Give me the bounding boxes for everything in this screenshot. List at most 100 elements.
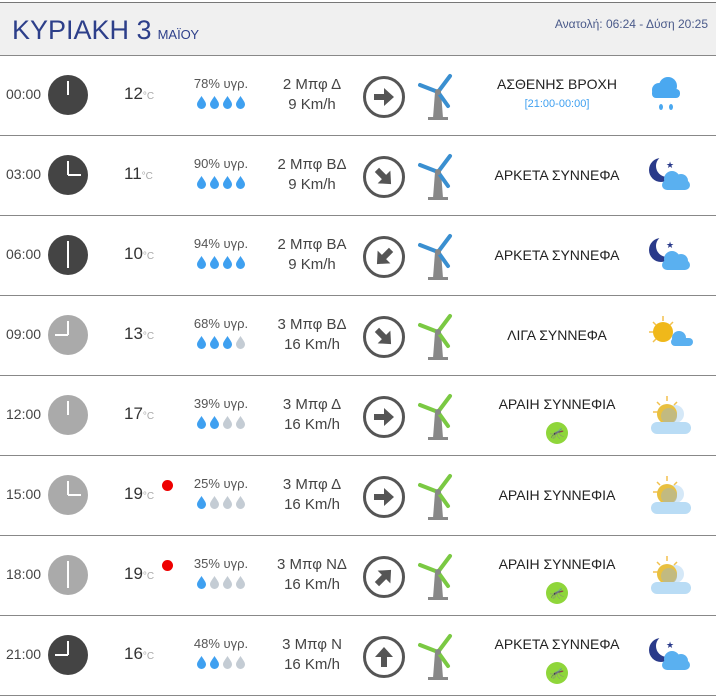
sunrise-sunset: Ανατολή: 06:24 - Δύση 20:25 [554,17,708,31]
time-label: 15:00 [6,486,42,502]
time-label: 09:00 [6,326,42,342]
wind-turbine-icon [418,74,452,120]
time-label: 21:00 [6,646,42,662]
weather-label: ΑΡΚΕΤΑ ΣΥΝΝΕΦΑ [494,247,620,263]
rain-cloud-icon [645,74,685,119]
humidity-drop-icon [210,256,219,269]
wind-direction-arrow-icon [363,396,405,438]
mosquito-icon: 🦟 [546,662,568,684]
humidity: 90% υγρ. [188,156,254,192]
moon-cloud-icon: ★ [645,234,691,279]
humidity-label: 35% υγρ. [193,556,249,571]
humidity-drop-icon [236,96,245,109]
weather-label: ΑΡΚΕΤΑ ΣΥΝΝΕΦΑ [494,636,620,652]
humidity-drop-icon [223,336,232,349]
day-label: ΚΥΡΙΑΚΗ 3 [12,15,152,45]
wind-turbine-icon [418,314,452,360]
humidity-drop-icon [236,416,245,429]
wind-beaufort: 3 Μπφ ΒΔ [277,316,347,333]
forecast-row: 06:00 10°C 94% υγρ. 2 Μπφ ΒΑ 9 Km/h ΑΡΚΕΤ… [0,216,716,296]
humidity-drop-icon [236,496,245,509]
humidity-drop-icon [197,96,206,109]
humidity-drop-icon [197,416,206,429]
wind-info: 3 Μπφ Ν 16 Km/h [268,635,356,675]
humidity: 25% υγρ. [188,476,254,512]
forecast-row: 00:00 12°C 78% υγρ. 2 Μπφ Δ 9 Km/h ΑΣΘΕΝΗ… [0,56,716,136]
wind-beaufort: 3 Μπφ Δ [282,396,342,413]
humidity-drop-icon [236,256,245,269]
time-label: 00:00 [6,86,42,102]
page-title: ΚΥΡΙΑΚΗ 3 ΜΑΪΟΥ [12,15,199,46]
clock-icon [48,555,88,595]
humidity-drop-icon [210,576,219,589]
time-label: 18:00 [6,566,42,582]
forecast-row: 15:00 19°C 25% υγρ. 3 Μπφ Δ 16 Km/h ΑΡΑΙΗ… [0,456,716,536]
weather-label: ΑΣΘΕΝΗΣ ΒΡΟΧΗ [497,76,617,92]
humidity-drop-icon [210,496,219,509]
humidity-drop-icon [210,656,219,669]
weather-label: ΛΙΓΑ ΣΥΝΝΕΦΑ [507,327,607,343]
alert-dot [162,560,173,571]
temperature-unit: °C [141,171,153,182]
humidity-drop-icon [236,176,245,189]
temperature-value: 16 [124,644,143,663]
wind-info: 2 Μπφ ΒΑ 9 Km/h [268,235,356,275]
humidity-drop-icon [210,336,219,349]
humidity-drop-icon [210,416,219,429]
temperature-value: 17 [124,404,143,423]
hazy-sun-cloud-icon [645,394,695,443]
weather-label: ΑΡΑΙΗ ΣΥΝΝΕΦΙΑ [498,487,616,503]
temperature: 12°C [124,84,154,104]
wind-beaufort: 3 Μπφ Ν [282,636,342,653]
humidity-drop-icon [223,576,232,589]
weather-description: ΑΡΚΕΤΑ ΣΥΝΝΕΦΑ [470,167,644,183]
wind-beaufort: 2 Μπφ ΒΔ [277,156,347,173]
weather-description: ΑΡΚΕΤΑ ΣΥΝΝΕΦΑ 🦟 [470,636,644,684]
temperature-value: 19 [124,484,143,503]
humidity-label: 68% υγρ. [193,316,249,331]
temperature-unit: °C [142,251,155,262]
humidity-drop-icon [197,656,206,669]
temperature: 10°C [124,244,154,264]
humidity-label: 90% υγρ. [193,156,249,171]
temperature-unit: °C [142,331,155,342]
humidity: 48% υγρ. [188,636,254,672]
clock-icon [48,155,88,195]
humidity-drop-icon [197,256,206,269]
hazy-sun-cloud-icon [645,474,695,523]
wind-speed: 9 Km/h [288,256,336,273]
svg-text:★: ★ [666,160,674,170]
wind-speed: 9 Km/h [288,96,336,113]
humidity-drop-icon [223,256,232,269]
wind-info: 3 Μπφ Δ 16 Km/h [268,475,356,515]
weather-label: ΑΡΑΙΗ ΣΥΝΝΕΦΙΑ [498,396,616,412]
wind-info: 2 Μπφ ΒΔ 9 Km/h [268,155,356,195]
time-label: 06:00 [6,246,42,262]
humidity-drop-icon [210,176,219,189]
clock-icon [48,315,88,355]
humidity: 39% υγρ. [188,396,254,432]
wind-speed: 16 Km/h [284,416,340,433]
weather-label: ΑΡΚΕΤΑ ΣΥΝΝΕΦΑ [494,167,620,183]
humidity-drop-icon [223,416,232,429]
temperature-value: 12 [124,84,143,103]
clock-icon [48,235,88,275]
temperature-value: 10 [124,244,143,263]
humidity: 78% υγρ. [188,76,254,112]
wind-direction-arrow-icon [363,556,405,598]
wind-direction-arrow-icon [363,636,405,678]
wind-speed: 16 Km/h [284,336,340,353]
weather-description: ΑΣΘΕΝΗΣ ΒΡΟΧΗ [21:00-00:00] [470,76,644,110]
wind-direction-arrow-icon [363,236,405,278]
wind-turbine-icon [418,554,452,600]
svg-text:★: ★ [666,240,674,250]
wind-beaufort: 3 Μπφ Δ [282,476,342,493]
humidity-label: 25% υγρ. [193,476,249,491]
forecast-row: 09:00 13°C 68% υγρ. 3 Μπφ ΒΔ 16 Km/h ΛΙΓΑ… [0,296,716,376]
humidity: 94% υγρ. [188,236,254,272]
forecast-row: 18:00 19°C 35% υγρ. 3 Μπφ ΝΔ 16 Km/h ΑΡΑΙ… [0,536,716,616]
humidity-label: 94% υγρ. [193,236,249,251]
forecast-row: 21:00 16°C 48% υγρ. 3 Μπφ Ν 16 Km/h ΑΡΚΕΤ… [0,616,716,696]
humidity-drop-icon [223,176,232,189]
wind-direction-arrow-icon [363,76,405,118]
